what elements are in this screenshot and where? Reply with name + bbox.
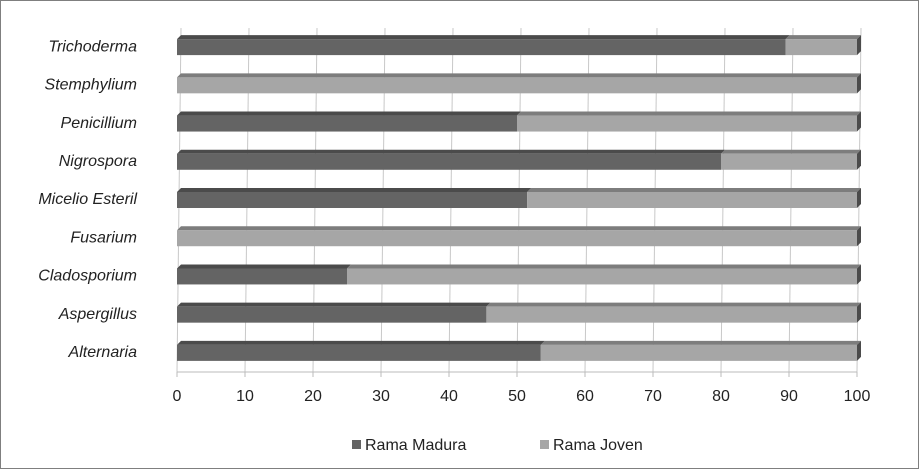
category-label: Cladosporium — [38, 268, 137, 285]
bar-top — [527, 188, 861, 192]
x-tick-label: 90 — [780, 388, 798, 405]
bar-side — [857, 111, 861, 132]
bar — [721, 153, 857, 170]
x-tick-label: 100 — [844, 388, 871, 405]
bar-top — [721, 149, 861, 154]
legend-label: Rama Joven — [553, 437, 643, 454]
category-label: Fusarium — [70, 229, 137, 246]
bar — [347, 268, 857, 285]
x-tick-label: 70 — [644, 388, 662, 405]
bar-top — [177, 264, 351, 269]
bar — [177, 115, 517, 132]
bar-side — [857, 340, 861, 361]
bar — [177, 230, 857, 247]
bar-top — [177, 149, 725, 154]
bar-top — [177, 340, 545, 345]
bar — [177, 192, 528, 208]
bar-top — [177, 111, 521, 116]
bar — [177, 77, 857, 94]
bar — [177, 306, 487, 323]
category-label: Penicillium — [61, 115, 137, 132]
bar-side — [857, 226, 861, 247]
bar-side — [857, 188, 861, 208]
x-tick-label: 20 — [304, 388, 322, 405]
bar-top — [177, 35, 790, 40]
x-tick-label: 60 — [576, 388, 594, 405]
legend-swatch — [540, 440, 549, 449]
x-tick-label: 10 — [236, 388, 254, 405]
bar-top — [785, 35, 861, 40]
bar-side — [857, 302, 861, 323]
bar — [486, 306, 857, 323]
bar-top — [347, 264, 861, 269]
bar-top — [177, 302, 491, 307]
bar-side — [857, 149, 861, 170]
x-tick-label: 40 — [440, 388, 458, 405]
x-tick-label: 30 — [372, 388, 390, 405]
category-label: Alternaria — [68, 344, 138, 361]
category-label: Trichoderma — [48, 38, 137, 55]
bar-top — [517, 111, 861, 116]
bar-top — [177, 226, 861, 231]
bar — [517, 115, 857, 132]
bar-side — [857, 73, 861, 94]
category-label: Aspergillus — [58, 306, 137, 323]
bar — [527, 192, 857, 208]
x-tick-label: 50 — [508, 388, 526, 405]
category-label: Nigrospora — [59, 153, 137, 170]
bar — [177, 268, 347, 285]
bar-top — [177, 73, 861, 78]
bar-side — [857, 35, 861, 56]
bar-top — [486, 302, 861, 307]
bar-top — [177, 188, 532, 192]
x-tick-label: 0 — [173, 388, 182, 405]
category-label: Micelio Esteril — [38, 191, 137, 208]
bar — [177, 153, 721, 170]
bar — [785, 39, 857, 56]
legend-swatch — [352, 440, 361, 449]
bar — [177, 344, 541, 361]
bar — [540, 344, 857, 361]
bar-top — [540, 340, 861, 345]
bar — [177, 39, 786, 56]
legend-label: Rama Madura — [365, 437, 466, 454]
x-tick-label: 80 — [712, 388, 730, 405]
bar-side — [857, 264, 861, 285]
category-label: Stemphylium — [45, 77, 137, 94]
